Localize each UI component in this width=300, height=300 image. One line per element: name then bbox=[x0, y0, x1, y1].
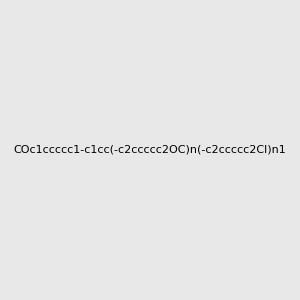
Text: COc1ccccc1-c1cc(-c2ccccc2OC)n(-c2ccccc2Cl)n1: COc1ccccc1-c1cc(-c2ccccc2OC)n(-c2ccccc2C… bbox=[14, 145, 286, 155]
